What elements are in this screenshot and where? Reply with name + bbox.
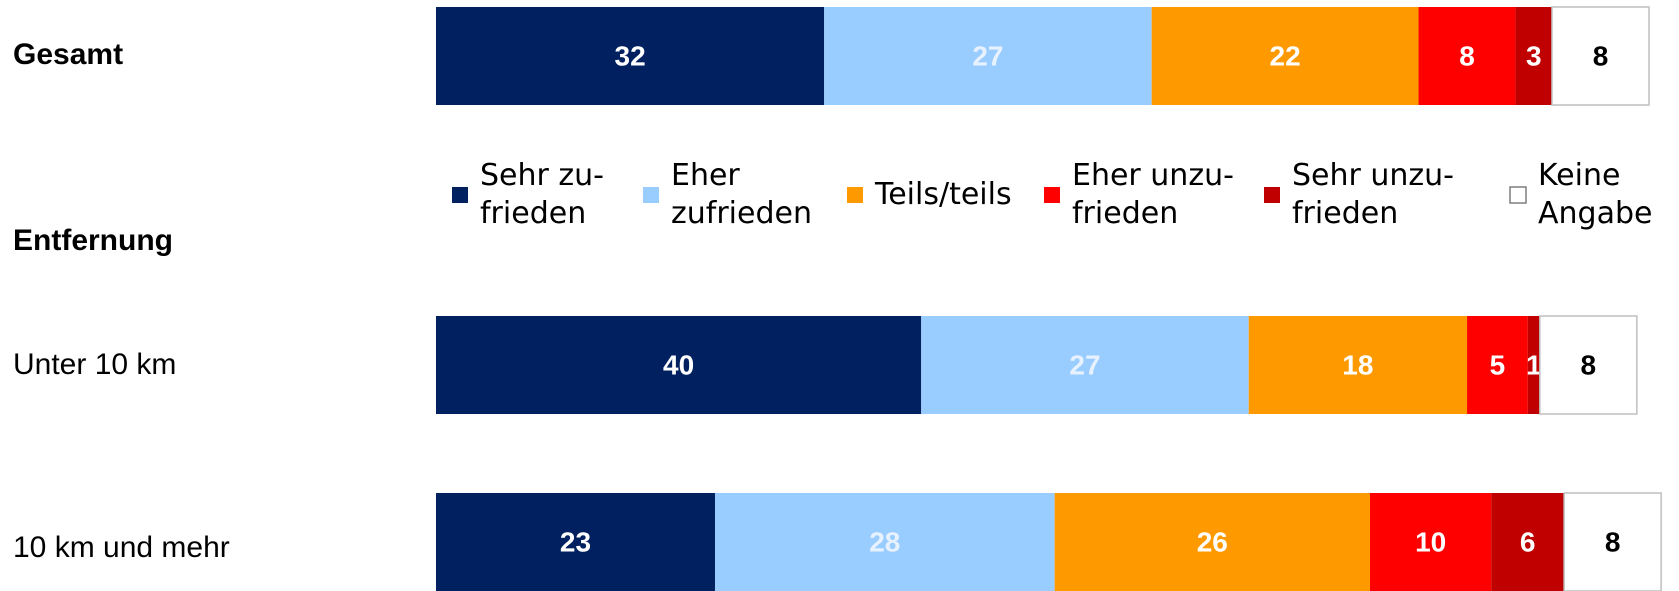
bar-segment (1054, 493, 1371, 591)
legend-swatch (452, 187, 468, 203)
data-label: 18 (1342, 349, 1373, 380)
data-label: 8 (1605, 526, 1621, 557)
legend-label: Eher zufrieden (671, 158, 812, 231)
category-label: 10 km und mehr (13, 531, 230, 564)
data-label: 3 (1526, 40, 1542, 71)
data-label: 6 (1520, 526, 1536, 557)
group-label: Entfernung (13, 224, 173, 257)
legend-swatch (1264, 187, 1280, 203)
legend-label: Keine Angabe (1538, 158, 1652, 231)
data-label: 27 (972, 40, 1003, 71)
legend-label: Eher unzu-frieden (1072, 158, 1234, 231)
bar-segment (1467, 316, 1528, 414)
data-label: 8 (1581, 349, 1597, 380)
legend-label: Sehr zu-frieden (480, 158, 604, 231)
bar-segment (1248, 316, 1468, 414)
category-label: Unter 10 km (13, 348, 176, 381)
data-label: 5 (1490, 349, 1506, 380)
data-label: 32 (615, 40, 646, 71)
bar-segment (1151, 7, 1419, 105)
data-label: 8 (1593, 40, 1609, 71)
bar-segment (714, 493, 1055, 591)
legend-swatch (847, 187, 863, 203)
data-label: 28 (869, 526, 900, 557)
data-label: 8 (1459, 40, 1475, 71)
data-label: 10 (1415, 526, 1446, 557)
bar-segment (824, 7, 1152, 105)
bar-segment (1418, 7, 1516, 105)
bar-segment (1515, 7, 1552, 105)
data-label: 27 (1069, 349, 1100, 380)
bar-segment (1551, 6, 1650, 106)
bar-segment (1527, 316, 1540, 414)
bar-segment (436, 493, 715, 591)
bar-segment (1539, 315, 1638, 415)
bar-segment (1563, 492, 1662, 591)
legend-swatch (1509, 186, 1527, 204)
legend-swatch (1044, 187, 1060, 203)
legend-label: Teils/teils (874, 177, 1012, 212)
bar-segment (1370, 493, 1492, 591)
data-label: 1 (1526, 349, 1542, 380)
bar-segment (436, 316, 922, 414)
data-label: 23 (560, 526, 591, 557)
legend-swatch (643, 187, 659, 203)
legend-label: Sehr unzu-frieden (1292, 158, 1454, 231)
data-label: 26 (1197, 526, 1228, 557)
bar-segment (1491, 493, 1565, 591)
data-label: 40 (663, 349, 694, 380)
bar-segment (921, 316, 1249, 414)
data-label: 22 (1270, 40, 1301, 71)
bar-segment (436, 7, 825, 105)
category-label: Gesamt (13, 38, 123, 71)
